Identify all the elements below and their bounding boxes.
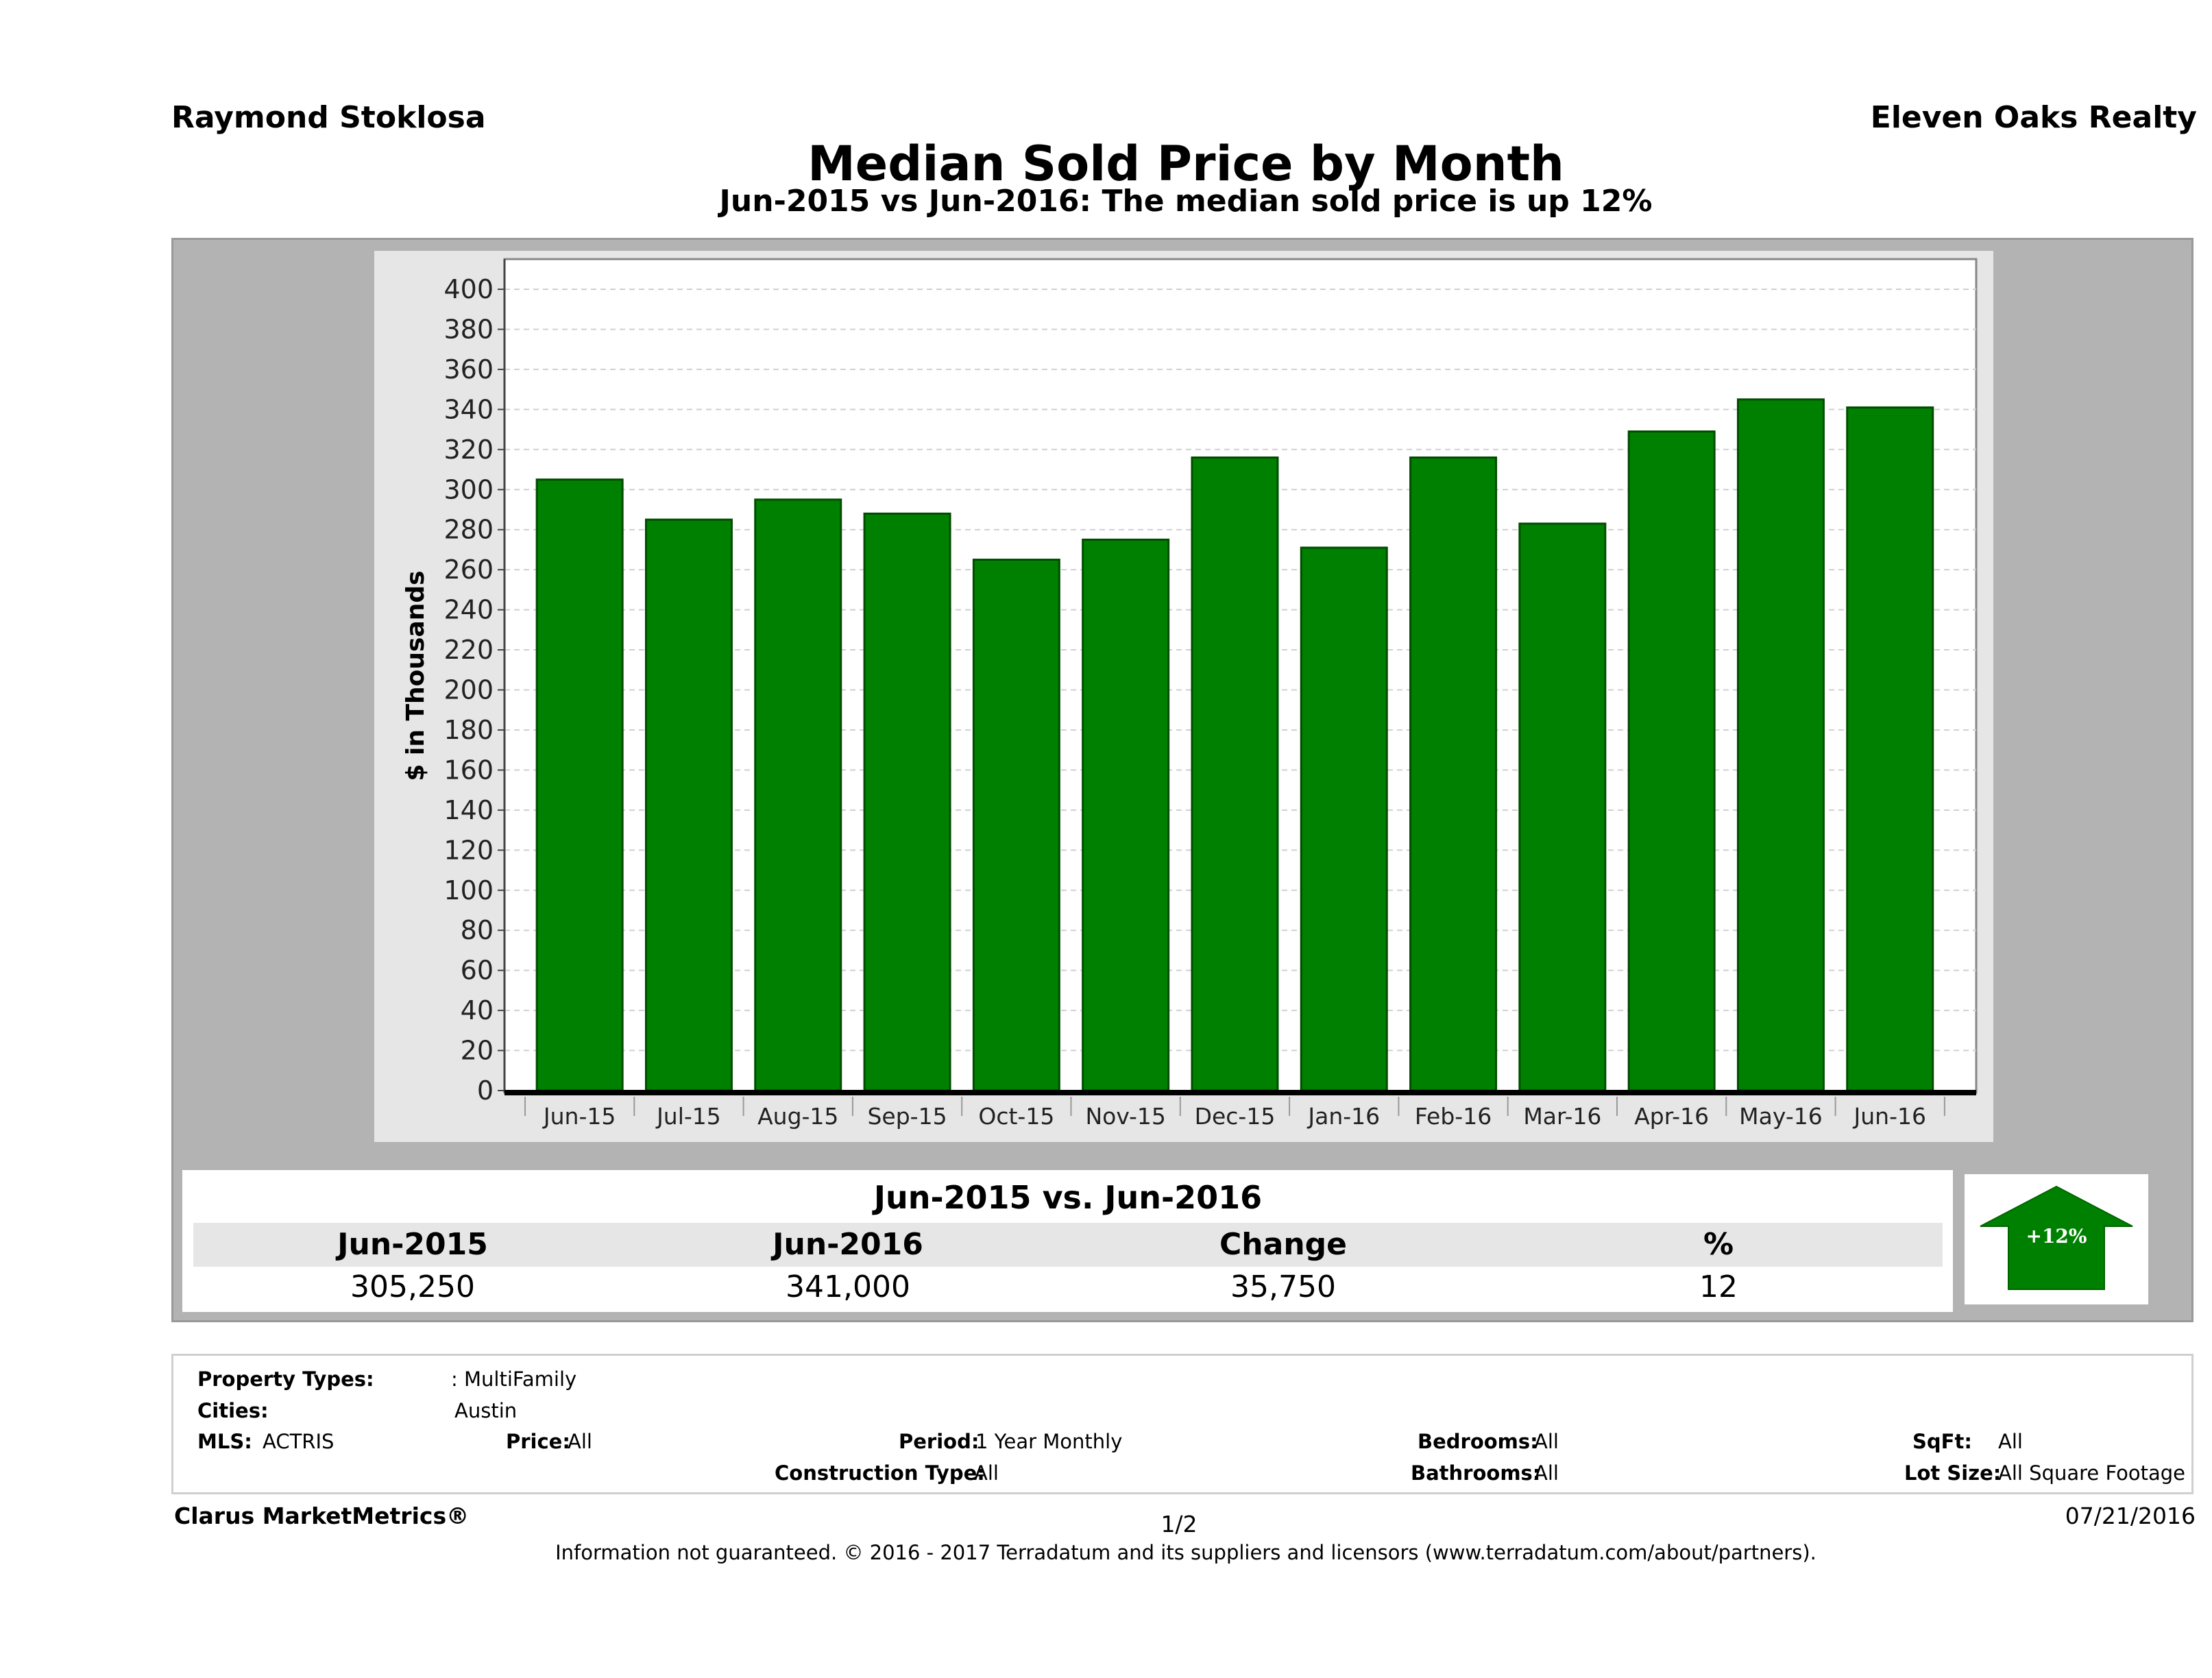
report-date: 07/21/2016 bbox=[2065, 1503, 2196, 1529]
bar-jul-15 bbox=[644, 518, 733, 1092]
summary-value-percent: 12 bbox=[1699, 1269, 1738, 1304]
bar-oct-15 bbox=[972, 559, 1060, 1092]
chart-title: Median Sold Price by Month bbox=[807, 136, 1564, 192]
bedrooms-value: All bbox=[1534, 1430, 1559, 1453]
x-tick-label: May-16 bbox=[1739, 1103, 1823, 1130]
summary-labels-row: Jun-2015 Jun-2016 Change % bbox=[193, 1223, 1943, 1267]
bar-mar-16 bbox=[1518, 522, 1607, 1092]
bedrooms-label: Bedrooms: bbox=[1418, 1430, 1538, 1453]
x-tick-label: Jun-15 bbox=[542, 1103, 616, 1130]
x-tick-label: Feb-16 bbox=[1415, 1103, 1492, 1130]
up-arrow-icon: +12% bbox=[1980, 1185, 2133, 1290]
y-tick-label: 180 bbox=[443, 715, 494, 745]
x-tick-label: Jul-15 bbox=[655, 1103, 721, 1130]
gridlines bbox=[505, 289, 1976, 1051]
bar-dec-15 bbox=[1191, 456, 1279, 1092]
sqft-value: All bbox=[1998, 1430, 2023, 1453]
y-tick-label: 160 bbox=[443, 755, 494, 785]
y-tick-label: 20 bbox=[461, 1036, 494, 1066]
y-axis: 0 20 40 60 80 100 120 140 160 180 200 220 240 260 280 3… bbox=[443, 259, 506, 1106]
y-tick-label: 400 bbox=[443, 274, 494, 304]
y-tick-label: 140 bbox=[443, 795, 494, 825]
bar-apr-16 bbox=[1627, 430, 1716, 1092]
summary-heading: Jun-2015 vs. Jun-2016 bbox=[193, 1174, 1943, 1221]
lot-size-label: Lot Size: bbox=[1904, 1461, 2002, 1485]
bar-jun-16 bbox=[1846, 406, 1934, 1092]
y-tick-label: 200 bbox=[443, 675, 494, 705]
bar-chart: 0 20 40 60 80 100 120 140 160 180 200 220 240 260 280 3… bbox=[402, 258, 1978, 1130]
bar-nov-15 bbox=[1082, 538, 1170, 1092]
arrow-label: +12% bbox=[2026, 1225, 2087, 1248]
y-axis-label: $ in Thousands bbox=[402, 570, 430, 781]
cities-value: Austin bbox=[454, 1399, 518, 1422]
cities-label: Cities: bbox=[197, 1399, 269, 1422]
y-tick-label: 120 bbox=[443, 835, 494, 865]
x-tick-label: Jan-16 bbox=[1306, 1103, 1380, 1130]
y-tick-label: 380 bbox=[443, 314, 494, 344]
agent-name: Raymond Stoklosa bbox=[171, 100, 486, 135]
y-tick-label: 100 bbox=[443, 875, 494, 905]
y-tick-label: 360 bbox=[443, 354, 494, 385]
price-label: Price: bbox=[506, 1430, 570, 1453]
page-number: 1/2 bbox=[1160, 1511, 1198, 1537]
y-tick-label: 340 bbox=[443, 394, 494, 424]
filter-criteria: Property Types: : MultiFamily Cities: Au… bbox=[171, 1354, 2193, 1494]
summary-label-start: Jun-2015 bbox=[337, 1227, 488, 1262]
summary-label-percent: % bbox=[1703, 1227, 1734, 1262]
y-tick-label: 60 bbox=[461, 956, 494, 986]
up-arrow-shape bbox=[1980, 1185, 2133, 1290]
chart-subtitle: Jun-2015 vs Jun-2016: The median sold pr… bbox=[719, 184, 1653, 219]
y-tick-label: 300 bbox=[443, 474, 494, 504]
x-tick-label: Jun-16 bbox=[1853, 1103, 1926, 1130]
x-tick-label: Mar-16 bbox=[1523, 1103, 1601, 1130]
y-tick-label: 80 bbox=[461, 915, 494, 945]
construction-type-value: All bbox=[974, 1461, 999, 1485]
brokerage-name: Eleven Oaks Realty bbox=[1870, 100, 2197, 135]
summary-values-row: 305,250 341,000 35,750 12 bbox=[193, 1268, 1943, 1306]
bathrooms-label: Bathrooms: bbox=[1411, 1461, 1541, 1485]
x-tick-label: Oct-15 bbox=[978, 1103, 1054, 1130]
x-axis: Jun-15 Jul-15 Aug-15 Sep-15 Oct-15 Nov-15 Dec-… bbox=[505, 1090, 1976, 1130]
x-tick-label: Apr-16 bbox=[1634, 1103, 1709, 1130]
bar-jan-16 bbox=[1300, 546, 1388, 1092]
mls-value: ACTRIS bbox=[263, 1430, 335, 1453]
bar-may-16 bbox=[1736, 398, 1825, 1092]
summary-value-change: 35,750 bbox=[1230, 1269, 1336, 1304]
x-tick-label: Nov-15 bbox=[1085, 1103, 1165, 1130]
bathrooms-value: All bbox=[1534, 1461, 1559, 1485]
y-tick-label: 220 bbox=[443, 635, 494, 665]
property-types-value: : MultiFamily bbox=[451, 1367, 577, 1391]
sqft-label: SqFt: bbox=[1912, 1430, 1972, 1453]
y-tick-label: 0 bbox=[477, 1075, 494, 1106]
period-label: Period: bbox=[899, 1430, 980, 1453]
y-tick-label: 280 bbox=[443, 515, 494, 545]
bars bbox=[535, 398, 1934, 1092]
lot-size-value: All Square Footage bbox=[1998, 1461, 2186, 1485]
period-value: 1 Year Monthly bbox=[975, 1430, 1123, 1453]
summary-value-end: 341,000 bbox=[786, 1269, 910, 1304]
disclaimer: Information not guaranteed. © 2016 - 201… bbox=[555, 1541, 1816, 1564]
bar-jun-15 bbox=[535, 478, 624, 1092]
x-tick-label: Aug-15 bbox=[757, 1103, 838, 1130]
property-types-label: Property Types: bbox=[197, 1367, 374, 1391]
summary-label-end: Jun-2016 bbox=[773, 1227, 923, 1262]
bar-sep-15 bbox=[863, 512, 951, 1092]
mls-label: MLS: bbox=[197, 1430, 252, 1453]
price-value: All bbox=[568, 1430, 592, 1453]
y-tick-label: 320 bbox=[443, 435, 494, 465]
summary-label-change: Change bbox=[1219, 1227, 1347, 1262]
summary-value-start: 305,250 bbox=[350, 1269, 475, 1304]
x-tick-label: Sep-15 bbox=[867, 1103, 947, 1130]
x-tick-label: Dec-15 bbox=[1195, 1103, 1276, 1130]
footer-brand: Clarus MarketMetrics® bbox=[174, 1503, 470, 1529]
bar-feb-16 bbox=[1409, 456, 1498, 1092]
y-tick-label: 240 bbox=[443, 595, 494, 625]
y-tick-label: 260 bbox=[443, 555, 494, 585]
bar-aug-15 bbox=[754, 498, 842, 1092]
y-tick-label: 40 bbox=[461, 995, 494, 1025]
construction-type-label: Construction Type: bbox=[775, 1461, 985, 1485]
